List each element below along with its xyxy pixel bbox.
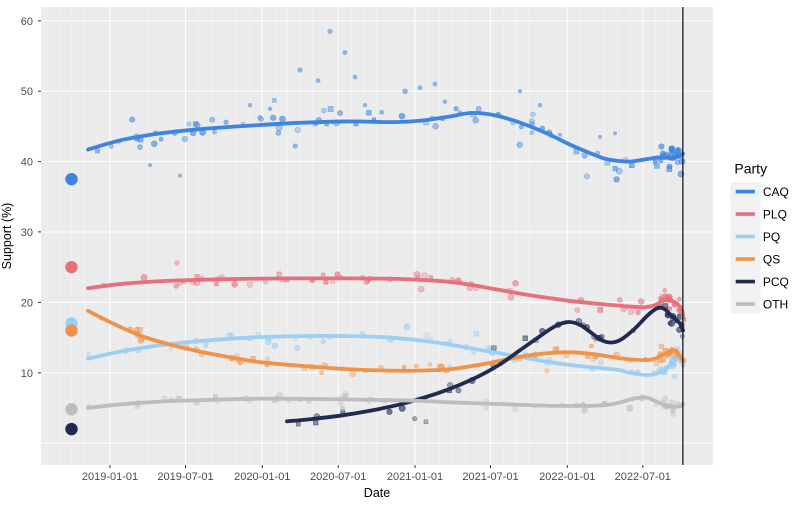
svg-text:CAQ: CAQ xyxy=(763,185,789,199)
svg-text:2022-01-01: 2022-01-01 xyxy=(539,471,595,483)
svg-text:30: 30 xyxy=(21,227,33,239)
svg-text:Party: Party xyxy=(734,161,767,177)
svg-text:PQ: PQ xyxy=(763,230,780,244)
svg-text:2020-01-01: 2020-01-01 xyxy=(234,471,290,483)
svg-text:2019-01-01: 2019-01-01 xyxy=(82,471,138,483)
svg-text:50: 50 xyxy=(21,86,33,98)
svg-text:OTH: OTH xyxy=(763,297,788,311)
svg-text:2022-07-01: 2022-07-01 xyxy=(615,471,671,483)
svg-text:2021-07-01: 2021-07-01 xyxy=(462,471,518,483)
svg-text:QS: QS xyxy=(763,252,780,266)
svg-text:Date: Date xyxy=(364,486,390,500)
svg-text:60: 60 xyxy=(21,16,33,28)
svg-text:PCQ: PCQ xyxy=(763,275,789,289)
svg-text:40: 40 xyxy=(21,157,33,169)
svg-text:Support (%): Support (%) xyxy=(0,203,14,270)
svg-text:2019-07-01: 2019-07-01 xyxy=(157,471,213,483)
svg-text:20: 20 xyxy=(21,297,33,309)
svg-text:10: 10 xyxy=(21,368,33,380)
svg-text:2020-07-01: 2020-07-01 xyxy=(310,471,366,483)
svg-text:PLQ: PLQ xyxy=(763,207,787,221)
svg-text:2021-01-01: 2021-01-01 xyxy=(387,471,443,483)
